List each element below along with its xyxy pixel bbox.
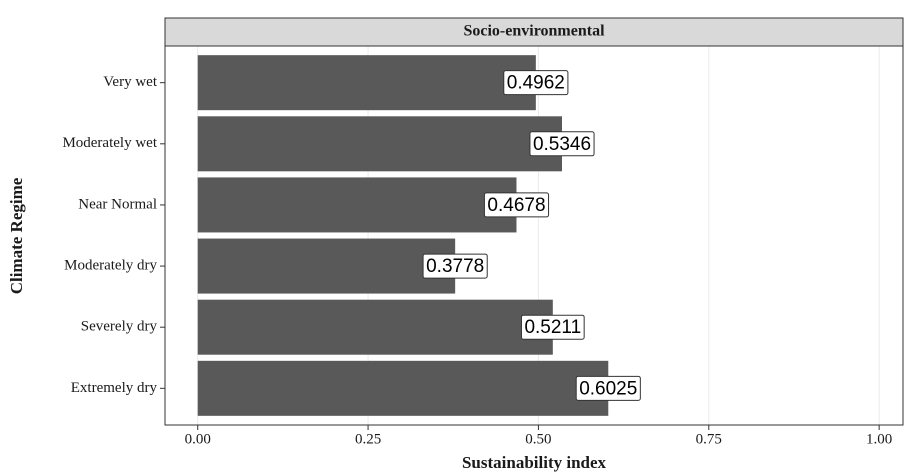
value-label-box [575, 375, 641, 401]
value-label-box [422, 253, 488, 279]
y-tick-label: Extremely dry [71, 380, 158, 396]
x-axis-title: Sustainability index [462, 453, 607, 472]
bar [197, 116, 563, 172]
x-tick-label: 1.00 [866, 431, 892, 447]
value-label: 0.3778 [426, 256, 484, 277]
bar [197, 299, 553, 355]
panel-border [164, 45, 904, 426]
x-tick-label: 0.00 [185, 431, 211, 447]
y-tick-label: Moderately dry [64, 258, 157, 274]
x-tick-label: 0.75 [696, 431, 722, 447]
value-label: 0.5346 [533, 134, 591, 155]
facet-title: Socio-environmental [463, 23, 605, 40]
y-tick-label: Near Normal [78, 196, 157, 212]
value-label-box [483, 192, 550, 218]
y-tick-label: Very wet [103, 74, 158, 90]
bar [197, 177, 517, 233]
y-tick-label: Severely dry [81, 319, 158, 335]
value-label-box [503, 70, 569, 96]
value-label: 0.4678 [487, 195, 545, 216]
bar [197, 238, 456, 294]
y-tick-label: Moderately wet [62, 135, 157, 151]
x-tick-label: 0.25 [355, 431, 381, 447]
value-label: 0.6025 [579, 378, 637, 399]
bar [197, 55, 536, 111]
value-label-box [520, 314, 585, 340]
value-label: 0.5211 [524, 317, 581, 338]
x-tick-label: 0.50 [525, 431, 551, 447]
value-label: 0.4962 [507, 73, 565, 94]
facet-strip [164, 17, 904, 47]
y-axis-title: Climate Regime [7, 177, 26, 294]
bar [197, 360, 609, 416]
value-label-box [529, 131, 595, 157]
